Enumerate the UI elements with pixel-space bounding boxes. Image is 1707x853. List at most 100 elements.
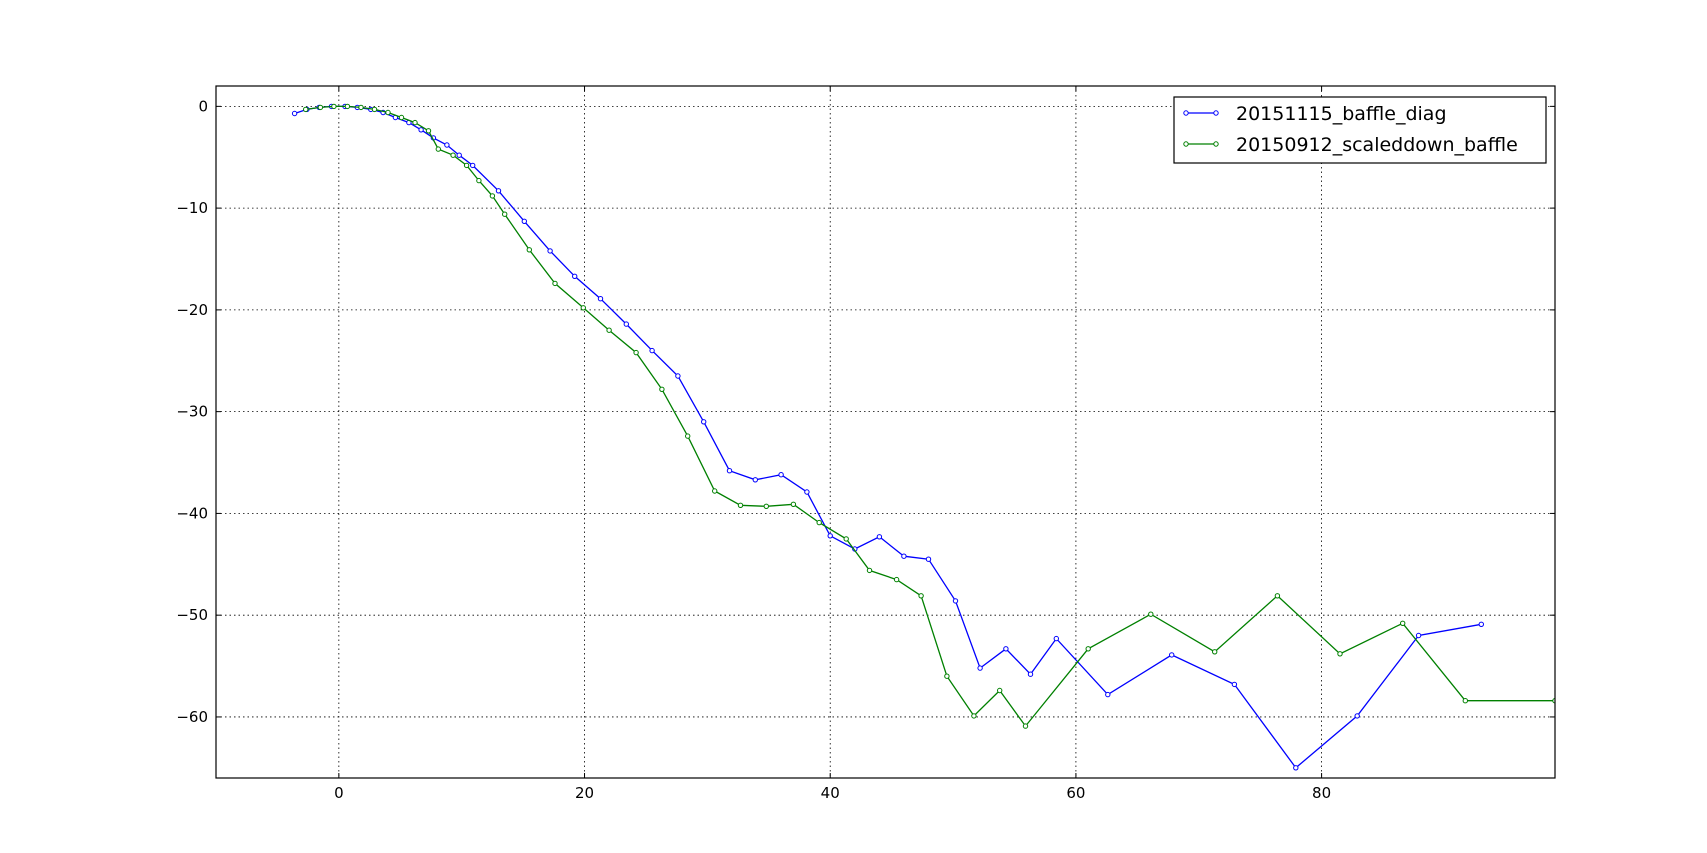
data-point <box>1105 691 1111 698</box>
legend-marker <box>1213 110 1219 116</box>
data-point <box>456 152 462 158</box>
data-point <box>918 593 924 599</box>
data-point <box>901 553 907 559</box>
data-point <box>1053 635 1060 642</box>
data-point <box>1478 621 1485 627</box>
data-point <box>778 472 784 478</box>
data-point <box>737 502 744 508</box>
data-point <box>317 104 324 111</box>
legend: 20151115_baffle_diag 20150912_scaleddown_… <box>1173 96 1547 164</box>
data-point <box>580 305 586 311</box>
data-point <box>425 128 432 134</box>
y-tick-label: −60 <box>176 708 208 726</box>
data-point <box>450 152 456 158</box>
data-point <box>597 296 604 302</box>
data-point <box>1274 593 1281 599</box>
data-point <box>685 433 691 439</box>
data-point <box>876 534 883 540</box>
x-tick-label: 0 <box>334 784 344 802</box>
x-tick-label: 20 <box>575 784 594 802</box>
y-tick-label: −10 <box>176 199 208 217</box>
data-point <box>1400 620 1406 626</box>
data-point <box>547 248 553 254</box>
data-point <box>1212 649 1218 655</box>
data-point <box>790 501 797 507</box>
y-tick-label: −30 <box>176 403 208 421</box>
legend-label: 20151115_baffle_diag <box>1236 103 1447 125</box>
data-point <box>893 576 900 583</box>
legend-marker <box>1213 141 1219 147</box>
data-point <box>1462 698 1469 704</box>
ticks: 0 20 40 60 80 0 −10 −20 −30 −40 −50 −60 <box>176 86 1555 802</box>
legend-item: 20150912_scaleddown_baffle <box>1183 134 1518 156</box>
data-point <box>495 188 502 194</box>
data-point <box>675 373 681 379</box>
data-point <box>712 488 718 494</box>
data-point <box>521 218 527 225</box>
data-point <box>1415 632 1422 639</box>
data-point <box>843 536 849 542</box>
series-2 <box>303 103 1555 729</box>
data-point <box>659 386 665 392</box>
data-point <box>1148 611 1154 617</box>
data-point <box>701 419 707 425</box>
data-point <box>418 127 424 133</box>
series-line <box>294 105 1482 769</box>
grid <box>216 86 1555 778</box>
data-point <box>1231 681 1238 688</box>
data-point <box>827 533 833 539</box>
data-point <box>358 104 364 111</box>
data-point <box>435 146 441 152</box>
data-point <box>572 273 578 279</box>
data-point <box>385 109 391 116</box>
data-point <box>470 162 476 169</box>
data-point <box>291 110 298 117</box>
data-point <box>649 347 655 354</box>
data-point <box>1003 646 1009 652</box>
legend-item: 20151115_baffle_diag <box>1183 103 1447 125</box>
data-point <box>489 193 496 199</box>
data-point <box>606 327 612 333</box>
data-point <box>398 114 405 121</box>
data-point <box>623 321 629 327</box>
y-tick-label: −40 <box>176 504 208 522</box>
data-point <box>763 503 769 509</box>
data-point <box>331 103 337 110</box>
data-point <box>303 106 309 113</box>
x-tick-label: 60 <box>1066 784 1085 802</box>
data-point <box>925 556 932 562</box>
data-point <box>633 349 639 356</box>
data-point <box>1354 713 1360 719</box>
plot-frame <box>215 85 1556 779</box>
data-point <box>952 598 959 604</box>
x-tick-label: 40 <box>821 784 840 802</box>
y-tick-label: 0 <box>198 97 208 115</box>
data-point <box>502 211 508 217</box>
y-tick-label: −50 <box>176 606 208 624</box>
data-point <box>444 142 450 148</box>
data-point <box>866 567 873 574</box>
data-point <box>1022 723 1029 729</box>
x-tick-label: 80 <box>1312 784 1331 802</box>
series-layer <box>291 103 1555 771</box>
data-point <box>1027 671 1034 677</box>
data-point <box>804 489 810 495</box>
data-point <box>726 468 733 474</box>
data-point <box>1169 652 1175 658</box>
data-point <box>997 687 1003 694</box>
data-point <box>526 247 532 253</box>
legend-box <box>1173 96 1547 164</box>
legend-marker <box>1183 141 1189 147</box>
series-line <box>305 105 1555 728</box>
data-point <box>752 477 758 483</box>
data-point <box>1337 651 1343 657</box>
data-point <box>476 177 482 184</box>
data-point <box>552 280 558 287</box>
data-point <box>971 713 977 719</box>
data-point <box>977 665 983 671</box>
data-point <box>371 106 378 113</box>
data-point <box>344 103 351 110</box>
legend-marker <box>1183 110 1189 116</box>
data-point <box>944 673 950 679</box>
